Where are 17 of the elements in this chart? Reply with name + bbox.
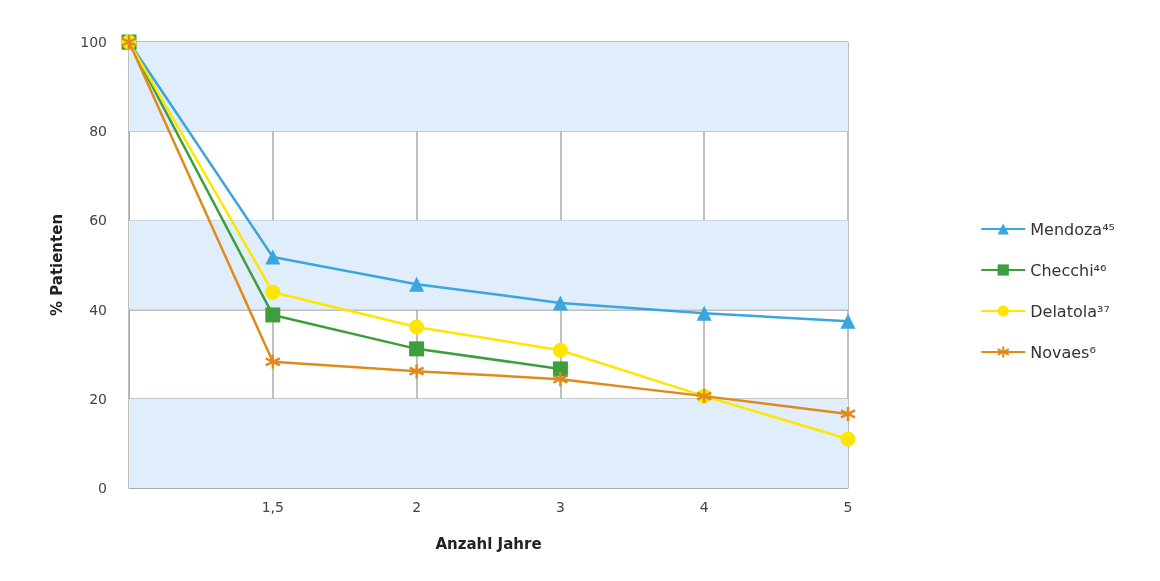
y-tick-label: 100 — [80, 34, 107, 50]
legend-label: Novaes⁶ — [1030, 342, 1096, 362]
x-tick-label: 5 — [843, 499, 853, 515]
y-tick-label: 60 — [89, 212, 107, 229]
y-tick-label: 0 — [98, 480, 107, 496]
legend-label: Checchi⁴⁶ — [1030, 260, 1107, 280]
x-tick-label: 1,5 — [261, 499, 284, 515]
y-tick-label: 80 — [89, 123, 107, 140]
y-axis-title: % Patienten — [47, 213, 66, 317]
legend-label: Delatola³⁷ — [1030, 301, 1110, 321]
legend-label: Mendoza⁴⁵ — [1030, 219, 1115, 239]
y-tick-label: 40 — [89, 301, 107, 318]
x-tick-label: 4 — [699, 499, 709, 515]
x-tick-label: 2 — [412, 499, 422, 515]
y-tick-label: 20 — [89, 390, 107, 407]
x-axis-title: Anzahl Jahre — [435, 534, 542, 553]
x-tick-label: 3 — [555, 499, 565, 515]
